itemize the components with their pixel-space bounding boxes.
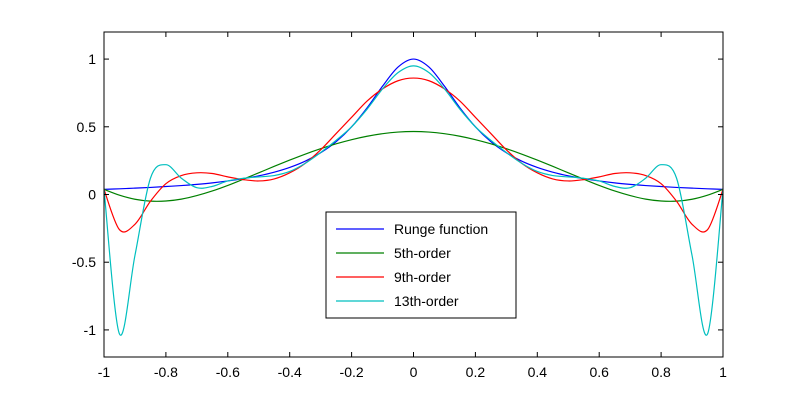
- legend-label: 5th-order: [394, 245, 451, 261]
- series-line-4: [104, 65, 723, 336]
- plot-series-layer: [104, 58, 723, 336]
- legend-label: 13th-order: [394, 293, 459, 309]
- x-tick-label: -0.2: [340, 364, 364, 380]
- x-tick-label: 0.4: [528, 364, 548, 380]
- x-tick-label: -0.4: [278, 364, 302, 380]
- x-tick-label: 0.2: [466, 364, 486, 380]
- legend: Runge function 5th-order 9th-order 13th-ord…: [325, 211, 517, 319]
- y-tick-label: -0.5: [72, 254, 96, 270]
- x-tick-label: 0.6: [589, 364, 609, 380]
- series-line-3: [104, 77, 723, 233]
- legend-label: Runge function: [394, 221, 488, 237]
- y-tick-label: -1: [84, 322, 97, 338]
- x-tick-label: -0.8: [154, 364, 178, 380]
- x-tick-label: 0.8: [651, 364, 671, 380]
- y-tick-label: 0.5: [77, 119, 97, 135]
- y-tick-label: 0: [88, 187, 96, 203]
- x-tick-label: 1: [719, 364, 727, 380]
- x-axis: -1 -0.8 -0.6 -0.4 -0.2 0 0.2 0.4 0.6 0.8 1: [98, 32, 727, 380]
- series-line-2: [104, 130, 723, 202]
- x-tick-label: -1: [98, 364, 111, 380]
- legend-box: [325, 211, 517, 319]
- y-tick-label: 1: [88, 51, 96, 67]
- y-axis: 1 0.5 0 -0.5 -1: [72, 51, 723, 338]
- x-tick-label: -0.6: [216, 364, 240, 380]
- series-line-1: [104, 58, 723, 190]
- legend-label: 9th-order: [394, 269, 451, 285]
- x-tick-label: 0: [410, 364, 418, 380]
